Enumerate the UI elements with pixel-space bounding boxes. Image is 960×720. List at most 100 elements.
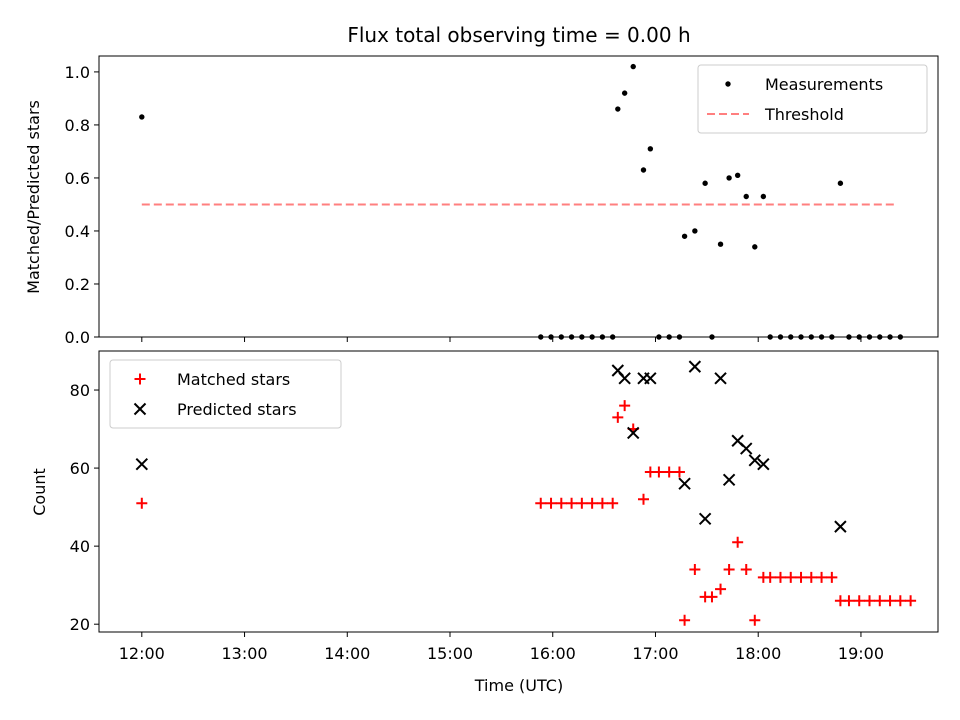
legend-swatch <box>134 373 146 385</box>
data-point <box>656 334 662 340</box>
data-point <box>548 334 554 340</box>
data-point <box>589 334 595 340</box>
data-point <box>743 193 749 200</box>
data-point <box>866 334 873 340</box>
data-point <box>599 334 606 340</box>
data-point <box>576 497 588 509</box>
top-y-tick-label: 0.6 <box>65 169 90 188</box>
data-point <box>653 466 665 478</box>
data-point <box>732 536 744 548</box>
data-point <box>715 583 727 595</box>
data-point <box>555 497 567 509</box>
data-point <box>663 466 675 478</box>
data-point <box>586 497 598 509</box>
data-point <box>864 595 876 607</box>
top-panel-ratio: 0.0 0.2 0.4 0.6 0.8 1.0 Measurements Threshold <box>65 55 939 347</box>
bottom-axes-frame <box>98 350 939 633</box>
data-point <box>139 114 145 120</box>
top-y-tick-label: 0.0 <box>65 328 90 347</box>
chart-title: Flux total observing time = 0.00 h <box>347 23 690 47</box>
data-point <box>644 372 657 385</box>
bottom-x-tick-label: 18:00 <box>735 644 781 663</box>
legend-label: Predicted stars <box>177 400 297 419</box>
data-point <box>621 90 628 96</box>
data-point <box>689 564 701 576</box>
data-point <box>788 334 794 340</box>
data-point <box>135 457 149 471</box>
data-point <box>630 63 636 70</box>
data-point <box>726 175 732 181</box>
top-series-measurements <box>139 63 904 340</box>
data-point <box>853 595 865 607</box>
data-point <box>666 334 672 340</box>
data-point <box>785 571 797 583</box>
top-y-tick-label: 1.0 <box>65 63 90 82</box>
bottom-y-tick-label: 20 <box>70 615 90 634</box>
data-point <box>722 473 736 486</box>
data-point <box>834 520 847 533</box>
legend-swatch <box>133 402 147 416</box>
data-point <box>837 180 844 186</box>
data-point <box>764 571 776 583</box>
data-point <box>619 400 631 412</box>
data-point <box>829 334 835 340</box>
data-point <box>740 564 752 576</box>
data-point <box>874 595 886 607</box>
data-point <box>717 241 724 247</box>
bottom-series-matched-stars <box>136 400 917 626</box>
data-point <box>640 167 647 173</box>
data-point <box>843 595 855 607</box>
data-point <box>749 614 761 626</box>
data-point <box>673 466 685 478</box>
data-point <box>884 595 896 607</box>
data-point <box>734 172 741 178</box>
top-y-axis-label: Matched/Predicted stars <box>24 100 43 294</box>
data-point <box>798 334 804 340</box>
data-point <box>760 193 767 200</box>
bottom-x-tick-label: 15:00 <box>427 644 473 663</box>
data-point <box>596 497 608 509</box>
data-point <box>702 180 708 186</box>
legend-swatch <box>725 81 731 87</box>
data-point <box>752 244 758 250</box>
data-point <box>805 571 817 583</box>
data-point <box>679 614 691 626</box>
data-point <box>795 571 807 583</box>
data-point <box>714 372 727 385</box>
data-point <box>748 454 761 467</box>
data-point <box>740 442 753 455</box>
legend-label: Threshold <box>764 105 844 124</box>
data-point <box>609 334 616 340</box>
data-point <box>612 411 624 423</box>
data-point <box>627 426 640 440</box>
top-axes-frame <box>98 55 939 338</box>
data-point <box>545 497 557 509</box>
data-point <box>706 591 718 603</box>
data-point <box>692 228 698 234</box>
bottom-legend: Matched stars Predicted stars <box>109 359 342 429</box>
legend-box <box>697 64 928 134</box>
data-point <box>136 497 148 509</box>
bottom-x-tick-label: 12:00 <box>119 644 165 663</box>
bottom-y-tick-label: 80 <box>70 381 90 400</box>
data-point <box>698 512 712 526</box>
legend-label: Matched stars <box>177 370 290 389</box>
bottom-y-axis-label: Count <box>30 468 49 516</box>
data-point <box>757 457 770 471</box>
legend-box <box>109 359 342 429</box>
data-point <box>877 334 883 340</box>
data-point <box>887 334 893 340</box>
data-point <box>808 334 814 340</box>
data-point <box>566 497 578 509</box>
bottom-x-tick-label: 16:00 <box>530 644 576 663</box>
data-point <box>535 497 547 509</box>
bottom-panel-counts: 20 40 60 80 12:00 13:00 14:00 15:00 16:00 17:00 18… <box>70 350 939 663</box>
legend-label: Measurements <box>765 75 883 94</box>
data-point <box>709 334 715 340</box>
data-point <box>637 493 649 505</box>
bottom-x-tick-label: 19:00 <box>838 644 884 663</box>
data-point <box>558 334 565 340</box>
data-point <box>816 571 828 583</box>
bottom-series-predicted-stars <box>135 360 847 533</box>
